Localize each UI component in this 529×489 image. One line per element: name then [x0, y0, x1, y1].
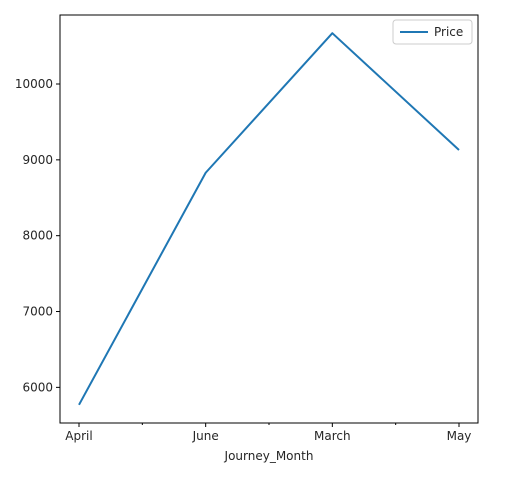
- x-tick-label-june: June: [192, 429, 219, 443]
- series-layer: [78, 32, 460, 406]
- x-tick-label-may: May: [447, 429, 472, 443]
- legend-label-price: Price: [434, 25, 463, 39]
- legend-box: [392, 19, 473, 45]
- y-tick-label-7000: 7000: [22, 305, 53, 319]
- y-tick-label-9000: 9000: [22, 153, 53, 167]
- y-axis: 6000 7000 8000 9000 10000: [15, 77, 60, 394]
- y-tick-label-8000: 8000: [22, 229, 53, 243]
- y-tick-label-6000: 6000: [22, 380, 53, 394]
- y-tick-label-10000: 10000: [15, 77, 53, 91]
- legend: Price: [392, 19, 473, 45]
- series-line-price: [78, 32, 460, 406]
- x-tick-label-march: March: [314, 429, 351, 443]
- x-axis: April June March May: [65, 423, 471, 443]
- plot-frame: [59, 14, 479, 424]
- x-axis-title: Journey_Month: [224, 449, 314, 463]
- x-tick-label-april: April: [65, 429, 92, 443]
